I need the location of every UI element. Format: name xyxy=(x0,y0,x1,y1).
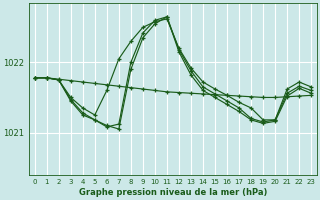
X-axis label: Graphe pression niveau de la mer (hPa): Graphe pression niveau de la mer (hPa) xyxy=(79,188,267,197)
